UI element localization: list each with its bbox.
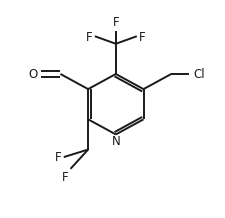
Text: F: F [54,152,61,164]
Text: F: F [139,31,145,44]
Text: O: O [28,68,38,80]
Text: N: N [111,135,120,148]
Text: F: F [112,16,119,29]
Text: Cl: Cl [192,68,204,80]
Text: F: F [85,31,92,44]
Text: F: F [62,171,69,184]
